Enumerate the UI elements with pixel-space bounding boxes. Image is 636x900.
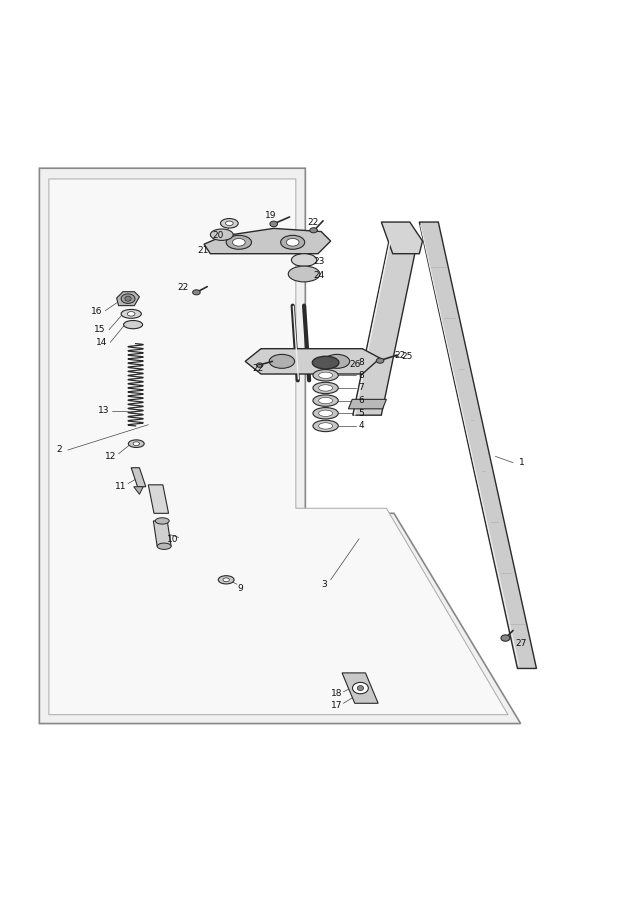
Text: 19: 19 — [265, 212, 276, 220]
Ellipse shape — [319, 398, 333, 404]
Text: 26: 26 — [349, 360, 361, 369]
Text: 10: 10 — [167, 536, 178, 544]
Polygon shape — [134, 487, 143, 494]
Text: 15: 15 — [94, 325, 106, 334]
Ellipse shape — [313, 408, 338, 419]
Text: 6: 6 — [358, 396, 364, 405]
Polygon shape — [419, 222, 536, 669]
Ellipse shape — [313, 370, 338, 381]
Ellipse shape — [269, 355, 294, 368]
Ellipse shape — [127, 311, 135, 316]
Ellipse shape — [121, 294, 135, 303]
Ellipse shape — [233, 238, 245, 246]
Ellipse shape — [280, 235, 305, 249]
Ellipse shape — [324, 355, 350, 368]
Ellipse shape — [319, 372, 333, 378]
Text: 23: 23 — [314, 256, 325, 266]
Polygon shape — [39, 168, 521, 724]
Text: 3: 3 — [321, 580, 327, 589]
Ellipse shape — [319, 385, 333, 392]
Text: 11: 11 — [114, 482, 126, 490]
Ellipse shape — [288, 266, 320, 282]
Ellipse shape — [121, 310, 141, 319]
Ellipse shape — [270, 221, 277, 227]
Text: 8: 8 — [358, 358, 364, 367]
Polygon shape — [353, 241, 417, 415]
Ellipse shape — [155, 518, 169, 524]
Polygon shape — [204, 229, 331, 254]
Ellipse shape — [223, 578, 230, 581]
Ellipse shape — [133, 442, 139, 446]
Polygon shape — [245, 348, 380, 374]
Ellipse shape — [128, 440, 144, 447]
Ellipse shape — [157, 543, 171, 549]
Text: 1: 1 — [519, 458, 525, 467]
Text: 27: 27 — [515, 639, 527, 648]
Text: 22: 22 — [177, 284, 188, 292]
Polygon shape — [342, 673, 378, 703]
Text: 22: 22 — [395, 350, 406, 359]
Text: 25: 25 — [401, 352, 412, 361]
Polygon shape — [116, 292, 139, 306]
Text: 7: 7 — [358, 383, 364, 392]
Ellipse shape — [352, 682, 368, 694]
Text: 14: 14 — [96, 338, 107, 346]
Ellipse shape — [291, 254, 317, 266]
Ellipse shape — [310, 228, 317, 233]
Ellipse shape — [357, 686, 364, 690]
Text: 24: 24 — [314, 271, 325, 280]
Text: 22: 22 — [252, 364, 263, 373]
Ellipse shape — [221, 219, 238, 228]
Text: 16: 16 — [90, 308, 102, 317]
Text: 18: 18 — [331, 689, 343, 698]
Ellipse shape — [319, 410, 333, 417]
Polygon shape — [349, 400, 387, 409]
Ellipse shape — [226, 235, 251, 249]
Ellipse shape — [226, 221, 233, 226]
Text: 17: 17 — [331, 701, 343, 710]
Ellipse shape — [313, 395, 338, 406]
Text: 12: 12 — [105, 452, 116, 461]
Polygon shape — [382, 222, 422, 254]
Ellipse shape — [501, 634, 510, 641]
Text: 9: 9 — [238, 583, 244, 592]
Polygon shape — [153, 521, 171, 546]
Text: 2: 2 — [57, 446, 62, 454]
Ellipse shape — [377, 358, 384, 364]
Polygon shape — [131, 468, 146, 487]
Text: 13: 13 — [98, 406, 110, 415]
Text: 20: 20 — [212, 231, 224, 240]
Text: 21: 21 — [197, 246, 209, 255]
Polygon shape — [49, 179, 508, 715]
Text: 22: 22 — [307, 218, 319, 227]
Ellipse shape — [256, 363, 263, 367]
Text: 8: 8 — [358, 371, 364, 380]
Ellipse shape — [286, 238, 299, 246]
Text: 5: 5 — [358, 409, 364, 418]
Ellipse shape — [193, 290, 200, 295]
Text: 4: 4 — [358, 421, 364, 430]
Ellipse shape — [319, 423, 333, 429]
Polygon shape — [148, 485, 169, 513]
Ellipse shape — [125, 296, 131, 302]
Ellipse shape — [313, 382, 338, 393]
Ellipse shape — [123, 320, 142, 328]
Ellipse shape — [312, 356, 339, 369]
Ellipse shape — [218, 576, 234, 584]
Ellipse shape — [313, 420, 338, 432]
Ellipse shape — [211, 229, 233, 240]
